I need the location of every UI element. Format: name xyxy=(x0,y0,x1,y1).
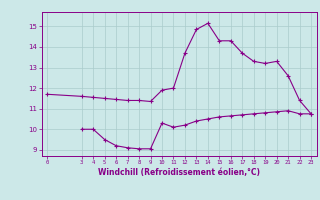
X-axis label: Windchill (Refroidissement éolien,°C): Windchill (Refroidissement éolien,°C) xyxy=(98,168,260,177)
